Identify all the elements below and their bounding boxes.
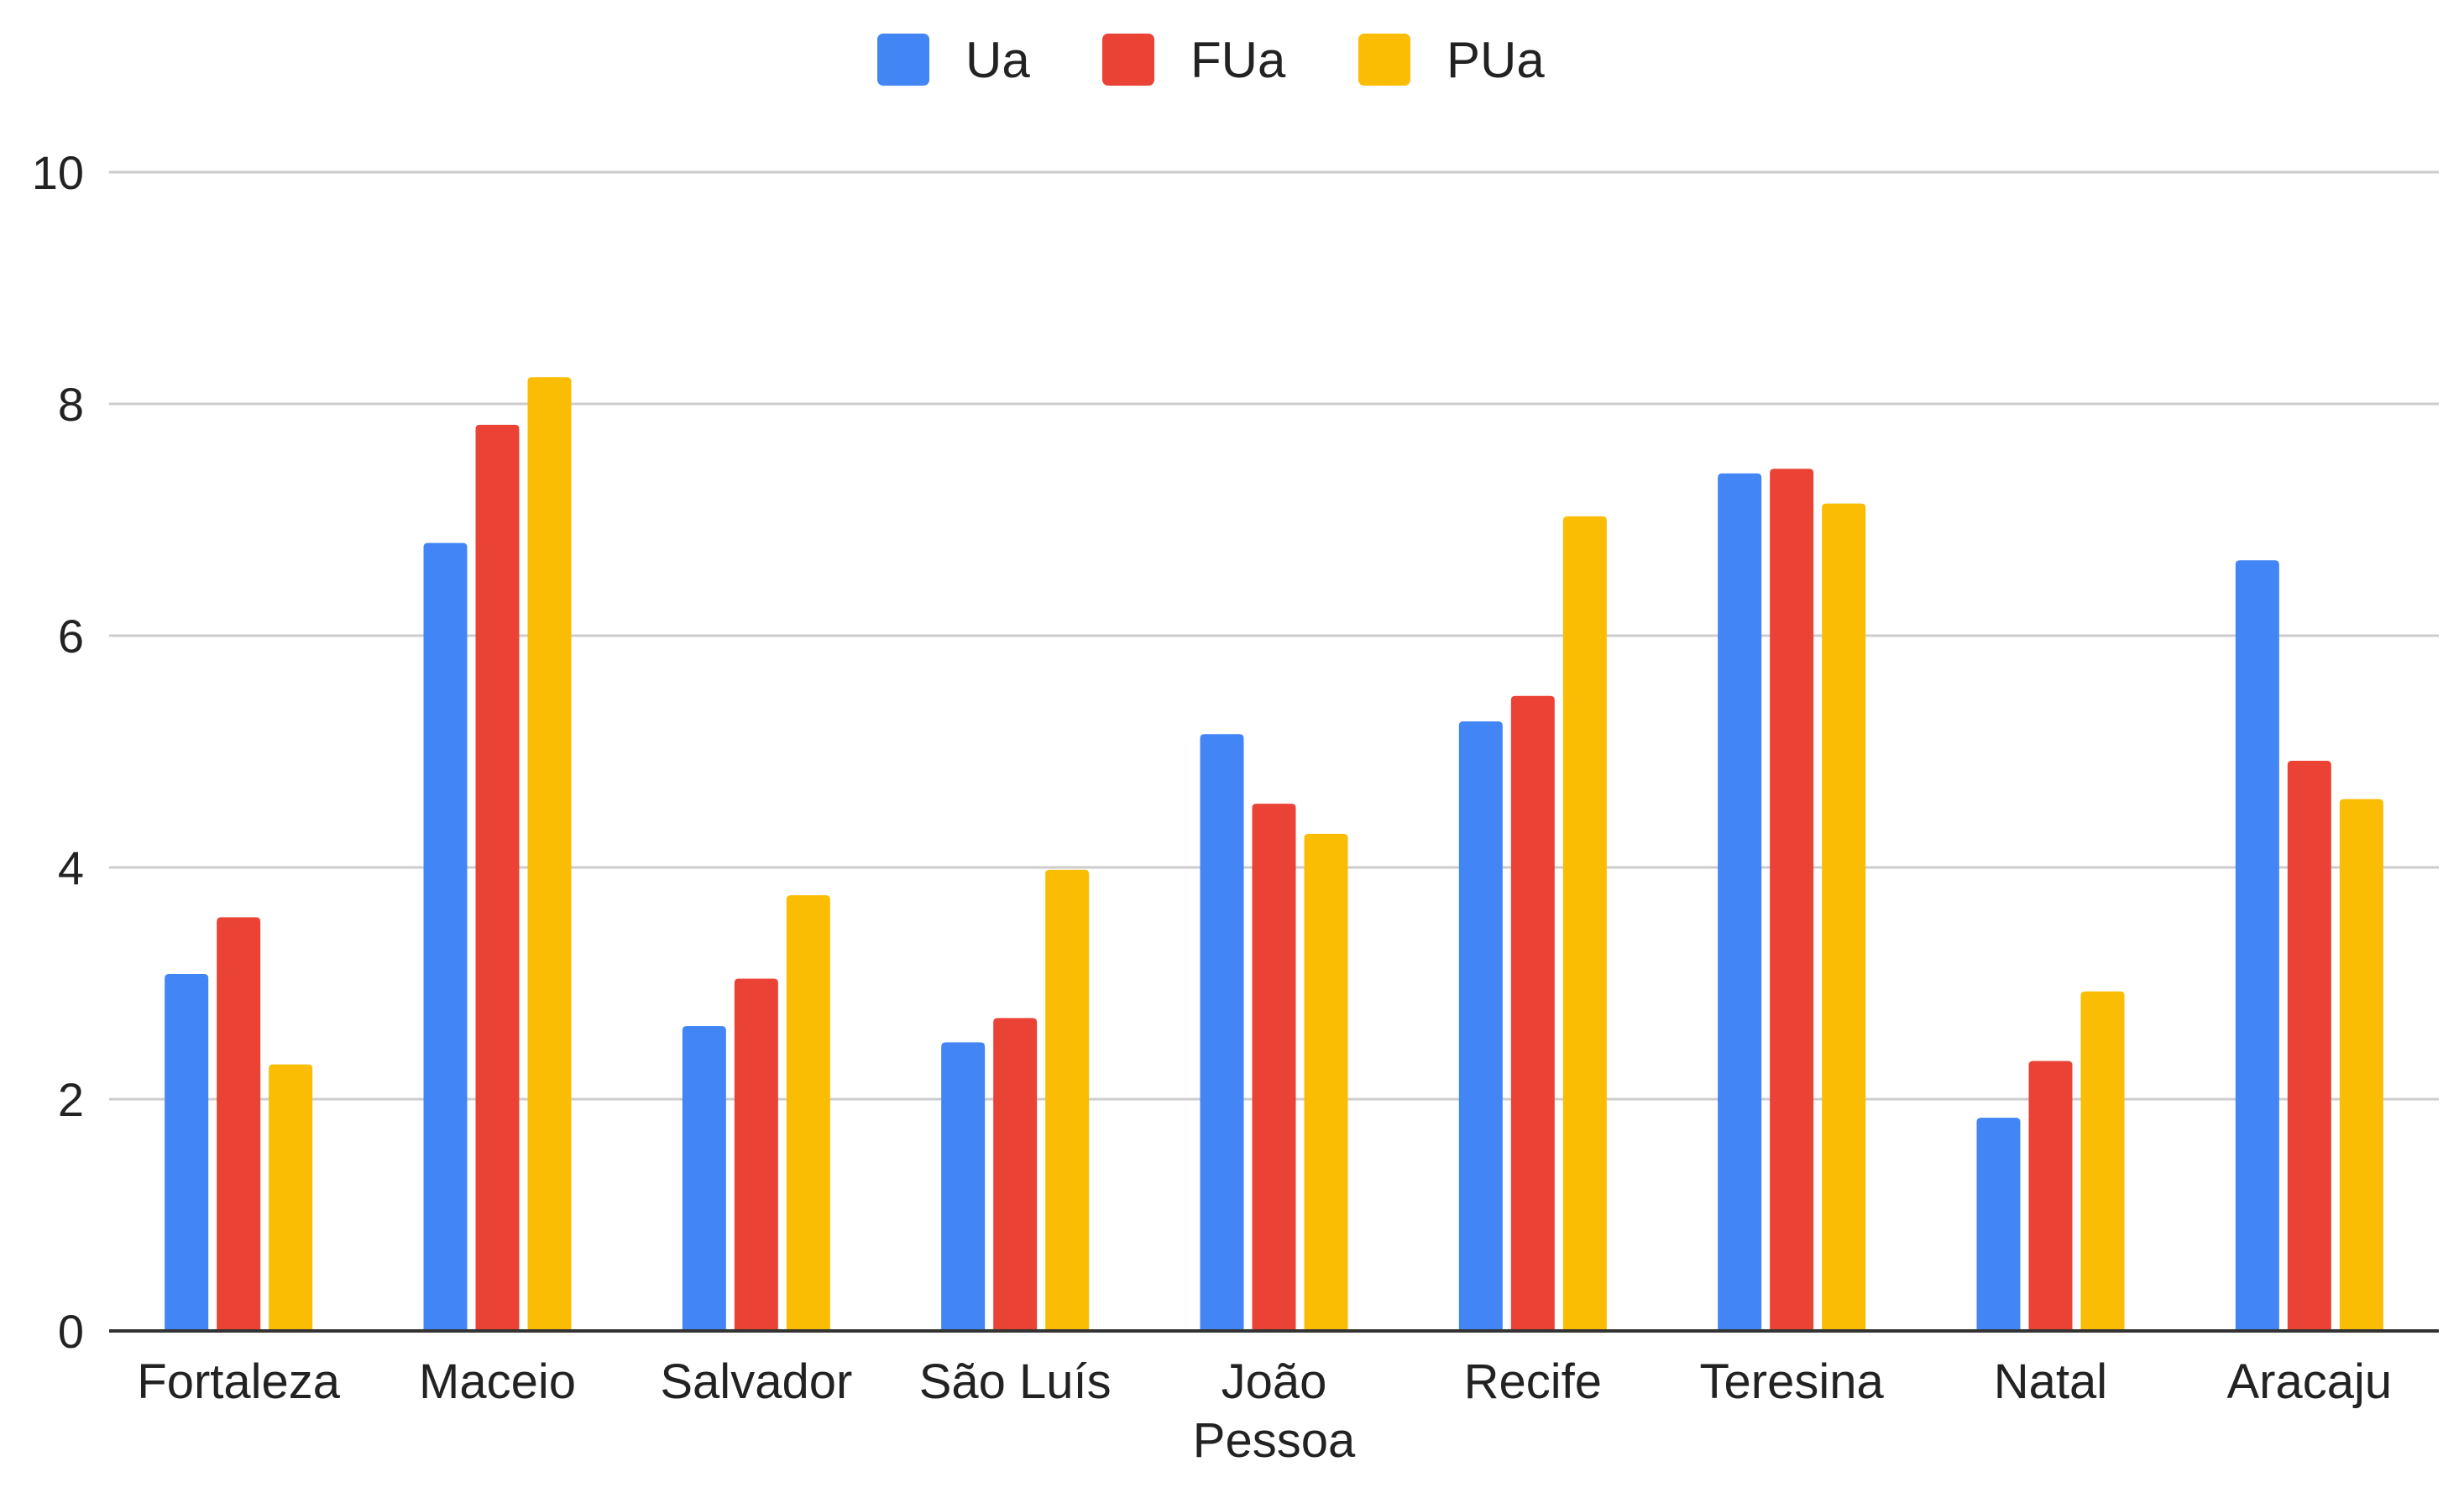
bar-ua-2 bbox=[682, 1026, 726, 1331]
legend: Ua FUa PUa bbox=[877, 32, 1545, 88]
bar-ua-1 bbox=[423, 542, 468, 1331]
bar-ua-0 bbox=[165, 973, 209, 1331]
bar-pua-4 bbox=[1304, 833, 1348, 1331]
bar-pua-0 bbox=[269, 1064, 313, 1331]
bar-fua-1 bbox=[475, 424, 520, 1332]
y-tick-label: 4 bbox=[58, 841, 84, 894]
bar-fua-8 bbox=[2287, 761, 2331, 1331]
legend-swatch-fua bbox=[1102, 34, 1154, 86]
x-category-label: Teresina bbox=[1700, 1354, 1885, 1409]
y-tick-label: 2 bbox=[58, 1073, 84, 1126]
bar-fua-6 bbox=[1770, 469, 1814, 1331]
x-category-label: São Luís bbox=[919, 1354, 1112, 1409]
bar-pua-8 bbox=[2339, 799, 2383, 1331]
bar-pua-7 bbox=[2080, 991, 2125, 1331]
x-category-label: Natal bbox=[1994, 1354, 2107, 1409]
x-category-label: Salvador bbox=[660, 1354, 852, 1409]
y-tick-label: 8 bbox=[58, 378, 84, 431]
bar-ua-7 bbox=[1976, 1118, 2021, 1331]
bar-ua-8 bbox=[2235, 560, 2279, 1331]
x-category-label: Recife bbox=[1464, 1354, 1602, 1409]
bar-fua-0 bbox=[217, 917, 261, 1331]
y-tick-label: 6 bbox=[58, 610, 84, 663]
bar-pua-5 bbox=[1562, 516, 1607, 1331]
bar-pua-3 bbox=[1045, 869, 1090, 1331]
x-category-label: Fortaleza bbox=[137, 1354, 341, 1409]
x-axis-labels: Fortaleza Maceio Salvador São Luís JoãoPesso… bbox=[137, 1354, 2392, 1468]
bar-fua-7 bbox=[2028, 1061, 2073, 1331]
legend-swatch-pua bbox=[1358, 34, 1410, 86]
bar-fua-2 bbox=[734, 978, 778, 1331]
y-tick-label: 0 bbox=[58, 1305, 84, 1358]
bar-pua-2 bbox=[786, 895, 830, 1331]
bar-pua-6 bbox=[1822, 503, 1866, 1331]
bar-fua-4 bbox=[1252, 804, 1296, 1331]
bar-ua-3 bbox=[941, 1042, 986, 1331]
bar-ua-6 bbox=[1718, 473, 1762, 1331]
legend-swatch-ua bbox=[877, 34, 929, 86]
legend-label-pua: PUa bbox=[1446, 32, 1545, 88]
legend-label-fua: FUa bbox=[1190, 32, 1286, 88]
y-axis-ticks: 0 2 4 6 8 10 bbox=[32, 146, 84, 1358]
bars bbox=[165, 377, 2383, 1332]
bar-ua-5 bbox=[1458, 721, 1503, 1331]
bar-ua-4 bbox=[1200, 734, 1244, 1331]
x-category-label: Aracaju bbox=[2227, 1354, 2393, 1409]
x-category-label: Maceio bbox=[419, 1354, 576, 1409]
y-tick-label: 10 bbox=[32, 146, 84, 199]
bar-pua-1 bbox=[527, 377, 572, 1331]
x-category-label: João bbox=[1222, 1354, 1327, 1409]
legend-label-ua: Ua bbox=[965, 32, 1030, 88]
bar-fua-3 bbox=[993, 1018, 1038, 1331]
x-category-label: Pessoa bbox=[1193, 1413, 1356, 1468]
bar-fua-5 bbox=[1510, 695, 1555, 1331]
